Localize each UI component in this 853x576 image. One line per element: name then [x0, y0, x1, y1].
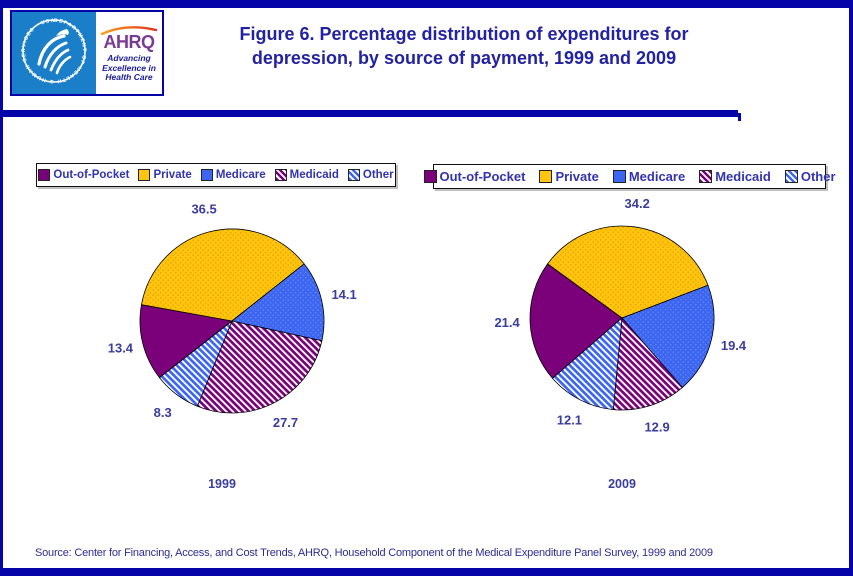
legend-label: Out-of-Pocket [53, 169, 130, 181]
legend-swatch-private-icon [539, 170, 553, 183]
legend-2009: Out-of-Pocket Private Medicare Medicaid Othe… [423, 164, 836, 189]
legend-item-out-of-pocket: Out-of-Pocket [423, 169, 526, 184]
ahrq-tagline-line3: Health Care [105, 72, 153, 83]
legend-label: Medicare [628, 169, 686, 184]
pie-1999-value-out-of-pocket: 13.4 [108, 341, 134, 356]
page-border-right [849, 0, 853, 576]
pie-1999-slice-medicare [231, 263, 325, 342]
source-note: Source: Center for Financing, Access, an… [35, 547, 713, 559]
page-border-left [0, 0, 3, 576]
pie-1999-slice-other [158, 319, 233, 407]
legend-swatch-medicare-icon [200, 169, 213, 181]
pie-chart-1999: 13.4 36.5 14.1 27.7 8.3 [108, 201, 357, 430]
pie-1999-slice-medicaid [196, 320, 323, 414]
legend-label: Other [362, 169, 394, 181]
figure-title: Figure 6. Percentage distribution of exp… [170, 22, 758, 70]
legend-item-private: Private [539, 169, 599, 184]
legend-item-private: Private [138, 169, 192, 181]
legend-swatch-other-icon [784, 170, 798, 183]
legend-item-medicaid: Medicaid [699, 169, 771, 184]
legend-label: Medicare [215, 169, 266, 181]
pie-2009-slice-medicare [621, 284, 715, 388]
year-label-1999: 1999 [208, 477, 236, 491]
ahrq-wordmark: AHRQ Advancing Excellence in Health Care [96, 12, 162, 94]
ahrq-acronym: AHRQ [103, 31, 156, 52]
legend-swatch-other-icon [347, 169, 360, 181]
ahrq-arc-icon [100, 25, 158, 35]
ahrq-hhs-logo: DEPARTMENT OF HEALTH & HUMAN SERVICES · … [10, 10, 164, 96]
legend-swatch-out-of-pocket-icon [423, 170, 437, 183]
legend-swatch-out-of-pocket-icon [38, 169, 51, 181]
year-label-2009: 2009 [608, 477, 636, 491]
pie-2009-value-medicaid: 12.9 [644, 420, 669, 435]
legend-label: Medicaid [289, 169, 339, 181]
pie-2009-slice-out-of-pocket [529, 263, 623, 379]
legend-item-other: Other [347, 169, 394, 181]
pie-2009-value-other: 12.1 [557, 412, 582, 427]
legend-label: Private [153, 169, 192, 181]
legend-swatch-private-icon [138, 169, 151, 181]
pie-2009-value-medicare: 19.4 [721, 338, 747, 353]
legend-item-out-of-pocket: Out-of-Pocket [38, 169, 129, 181]
pie-1999-slice-private [141, 228, 305, 322]
legend-item-medicare: Medicare [200, 169, 266, 181]
hhs-emblem: DEPARTMENT OF HEALTH & HUMAN SERVICES · … [12, 12, 96, 94]
page-border-top [0, 0, 853, 8]
legend-label: Medicaid [715, 169, 771, 184]
legend-1999: Out-of-Pocket Private Medicare Medicaid Othe… [36, 163, 396, 187]
pie-2009-slice-private [547, 225, 709, 319]
pie-chart-2009: 21.4 34.2 19.4 12.9 12.1 [494, 196, 747, 435]
legend-label: Private [555, 169, 599, 184]
pie-2009-slice-medicaid [612, 317, 683, 411]
header-divider-tick [738, 113, 741, 121]
hhs-eagle-icon: DEPARTMENT OF HEALTH & HUMAN SERVICES · … [21, 18, 86, 84]
legend-label: Out-of-Pocket [439, 169, 526, 184]
ahrq-tagline-line1: Advancing [107, 52, 151, 63]
page-border-bottom [0, 568, 853, 576]
pie-1999-value-medicare: 14.1 [331, 287, 356, 302]
pie-2009-slice-other [552, 317, 623, 411]
ahrq-tagline-line2: Excellence in [102, 62, 156, 73]
figure-title-line1: Figure 6. Percentage distribution of exp… [239, 24, 689, 44]
legend-swatch-medicare-icon [612, 170, 626, 183]
pie-1999-value-medicaid: 27.7 [273, 415, 298, 430]
legend-label: Other [800, 169, 836, 184]
pie-1999-value-private: 36.5 [191, 201, 216, 216]
pie-2009-value-private: 34.2 [625, 196, 650, 211]
legend-swatch-medicaid-icon [699, 170, 713, 183]
pie-1999-value-other: 8.3 [154, 405, 172, 420]
figure-title-line2: depression, by source of payment, 1999 a… [251, 48, 677, 68]
ahrq-tagline: Advancing Excellence in Health Care [102, 52, 156, 83]
pie-2009-value-out-of-pocket: 21.4 [494, 315, 520, 330]
legend-item-other: Other [784, 169, 836, 184]
header-divider [2, 110, 741, 121]
legend-item-medicaid: Medicaid [274, 169, 339, 181]
pie-1999-slice-out-of-pocket [139, 304, 233, 379]
legend-item-medicare: Medicare [612, 169, 686, 184]
legend-swatch-medicaid-icon [274, 169, 287, 181]
